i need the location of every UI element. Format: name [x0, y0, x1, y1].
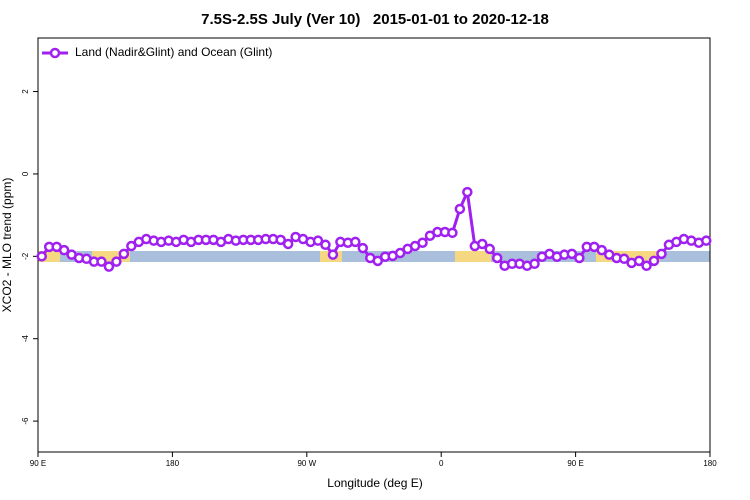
data-point	[327, 249, 339, 260]
x-tick-label: 0	[439, 459, 444, 468]
data-point	[491, 252, 503, 264]
data-point	[58, 244, 70, 256]
data-point	[574, 252, 585, 264]
data-point	[596, 244, 607, 256]
x-tick-label: 180	[703, 459, 717, 468]
data-point	[394, 247, 406, 259]
data-point	[484, 243, 495, 255]
data-point	[111, 256, 122, 267]
land-band	[455, 251, 491, 262]
x-tick-label: 90 W	[297, 459, 316, 468]
data-point	[126, 240, 137, 252]
data-point	[566, 248, 578, 260]
data-point	[118, 248, 130, 260]
y-tick-label: 0	[21, 171, 30, 176]
land-band	[38, 251, 60, 262]
data-point	[454, 203, 466, 215]
data-point	[641, 260, 652, 272]
data-point	[357, 242, 369, 254]
data-point	[633, 255, 645, 267]
data-point	[701, 235, 712, 246]
data-point	[96, 256, 107, 267]
x-tick-label: 180	[166, 459, 180, 468]
chart-title: 7.5S-2.5S July (Ver 10) 2015-01-01 to 20…	[201, 11, 549, 28]
data-point	[372, 255, 383, 267]
y-axis-label: XCO2 - MLO trend (ppm)	[0, 178, 14, 313]
y-tick-label: -2	[21, 252, 30, 260]
data-point	[462, 186, 473, 198]
y-tick-label: 2	[21, 89, 30, 94]
x-axis-label: Longitude (deg E)	[327, 476, 422, 490]
data-point	[275, 234, 286, 246]
x-tick-label: 90 E	[30, 459, 46, 468]
data-point	[618, 253, 630, 265]
data-point	[656, 248, 667, 260]
legend-label: Land (Nadir&Glint) and Ocean (Glint)	[75, 45, 272, 59]
land-band	[92, 251, 130, 262]
plot-frame	[37, 37, 711, 453]
y-tick-label: -4	[21, 335, 30, 343]
legend-marker	[49, 47, 61, 59]
data-point	[447, 227, 458, 239]
data-point	[477, 238, 488, 250]
y-tick-label: -6	[21, 417, 30, 425]
data-point	[312, 235, 324, 246]
x-tick-label: 90 E	[567, 459, 583, 468]
data-point	[36, 251, 47, 262]
data-point	[417, 237, 428, 248]
data-point	[529, 258, 540, 269]
data-point	[103, 261, 115, 272]
data-point	[320, 239, 331, 251]
data-point	[282, 238, 294, 250]
data-point	[648, 255, 660, 267]
data-point	[350, 236, 361, 248]
